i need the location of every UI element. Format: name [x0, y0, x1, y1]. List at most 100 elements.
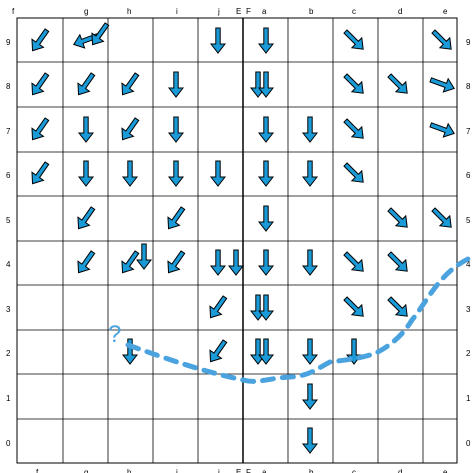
arrow-icon: [77, 116, 95, 143]
arrow-2-j: [209, 339, 228, 363]
arrow-8-i: [167, 71, 185, 98]
arrow-2-h: [121, 338, 139, 365]
col-label-bottom-g: g: [84, 468, 88, 473]
arrow-icon: [257, 205, 275, 232]
arrow-icon: [387, 251, 408, 272]
arrow-6-b: [301, 160, 319, 187]
col-label-bottom-a: a: [262, 468, 267, 473]
col-label-bottom-d: d: [398, 468, 402, 473]
arrow-icon: [227, 249, 245, 276]
col-label-c: c: [352, 7, 356, 16]
column-labels-bottom: f g h i j E F a b c d e: [36, 468, 448, 473]
col-label-F: F: [246, 7, 251, 16]
arrow-6-i: [167, 160, 185, 187]
row-label-right-6: 6: [466, 171, 471, 180]
row-label-7: 7: [6, 127, 11, 136]
row-label-0: 0: [6, 439, 11, 448]
col-label-d: d: [398, 7, 402, 16]
arrow-4-b: [301, 249, 319, 276]
arrow-icon: [431, 29, 452, 50]
arrow-3-c: [343, 296, 364, 317]
arrow-icon: [121, 160, 139, 187]
arrow-icon: [167, 116, 185, 143]
arrow-8-e: [429, 77, 455, 93]
arrow-5-d: [387, 207, 408, 228]
grid-lines: [17, 18, 457, 463]
arrow-2-a: [257, 338, 275, 365]
row-label-right-4: 4: [466, 260, 471, 269]
arrow-icon: [77, 250, 96, 274]
arrow-7-b: [301, 116, 319, 143]
arrow-icon: [343, 162, 364, 183]
arrow-4-E: [227, 249, 245, 276]
row-label-right-0: 0: [466, 439, 471, 448]
col-label-bottom-c: c: [352, 468, 356, 473]
arrow-9-f: [31, 28, 50, 52]
arrow-icon: [209, 160, 227, 187]
arrow-icon: [257, 338, 275, 365]
row-labels-left: 9 8 7 6 5 4 3 2 1 0: [6, 38, 11, 448]
arrow-2-b: [301, 338, 319, 365]
col-label-b: b: [309, 7, 314, 16]
row-label-2: 2: [6, 349, 11, 358]
row-label-right-1: 1: [466, 394, 471, 403]
arrow-icon: [429, 122, 455, 138]
arrow-icon: [31, 28, 50, 52]
trajectory-path: [125, 255, 473, 384]
arrow-4-j: [209, 249, 227, 276]
arrow-1-b: [301, 383, 319, 410]
arrow-4-a: [257, 249, 275, 276]
arrow-3-j: [209, 295, 228, 319]
arrow-7-f: [31, 117, 50, 141]
arrow-3-d: [387, 296, 408, 317]
col-label-bottom-E: E: [236, 468, 241, 473]
arrow-icon: [387, 73, 408, 94]
arrow-8-d: [387, 73, 408, 94]
arrow-7-g: [77, 116, 95, 143]
row-label-right-9: 9: [466, 38, 471, 47]
column-labels-top: f g h i j E F a b c d e: [12, 7, 448, 16]
arrow-icon: [257, 249, 275, 276]
col-label-i: i: [176, 7, 178, 16]
col-label-bottom-e: e: [443, 468, 448, 473]
arrow-7-i: [167, 116, 185, 143]
arrow-icon: [77, 72, 96, 96]
arrow-4-d: [387, 251, 408, 272]
arrow-7-e: [429, 122, 455, 138]
arrow-5-i: [167, 206, 186, 230]
arrow-icon: [31, 117, 50, 141]
board-frame: [16, 17, 458, 464]
row-label-6: 6: [6, 171, 11, 180]
arrow-8-h: [121, 72, 140, 96]
arrow-8-g: [77, 72, 96, 96]
row-label-3: 3: [6, 305, 11, 314]
col-label-j: j: [217, 7, 220, 16]
question-mark: ?: [108, 321, 121, 348]
arrow-icon: [121, 117, 140, 141]
row-label-right-7: 7: [466, 127, 471, 136]
arrow-icon: [77, 160, 95, 187]
arrow-icon: [387, 207, 408, 228]
col-label-a: a: [262, 7, 267, 16]
arrow-icon: [91, 22, 110, 46]
col-label-g: g: [84, 7, 88, 16]
row-label-right-2: 2: [466, 349, 471, 358]
arrow-icon: [257, 27, 275, 54]
row-labels-right: 9 8 7 6 5 4 3 2 1 0: [466, 38, 471, 448]
arrow-6-f: [31, 161, 50, 185]
arrow-icon: [121, 338, 139, 365]
arrow-3-a: [257, 294, 275, 321]
arrow-icon: [167, 206, 186, 230]
arrow-icon: [343, 73, 364, 94]
arrow-9-j: [209, 27, 227, 54]
row-label-right-5: 5: [466, 216, 471, 225]
arrow-4-h-2: [135, 243, 153, 270]
col-label-bottom-j: j: [217, 468, 220, 473]
arrow-5-e: [431, 207, 452, 228]
arrow-4-g: [77, 250, 96, 274]
arrow-6-g: [77, 160, 95, 187]
arrow-icon: [431, 207, 452, 228]
arrow-icon: [343, 251, 364, 272]
arrow-icon: [429, 77, 455, 93]
arrow-icon: [257, 294, 275, 321]
